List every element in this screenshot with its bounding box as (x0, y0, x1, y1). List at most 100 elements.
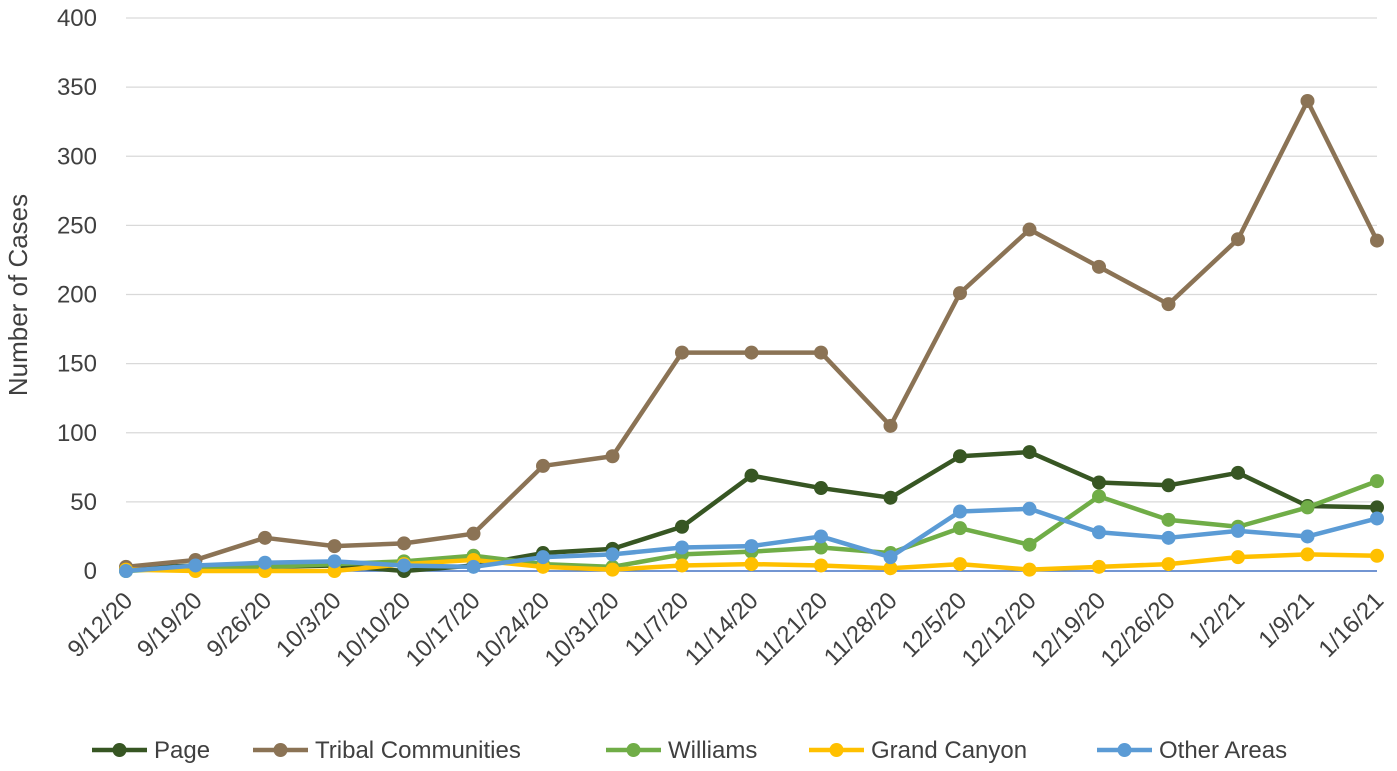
data-point (744, 345, 759, 360)
legend-label: Williams (668, 737, 757, 764)
data-point (953, 557, 967, 572)
x-tick-label: 9/26/20 (202, 587, 278, 663)
data-point (1022, 445, 1037, 460)
data-point (883, 561, 898, 576)
data-point (1092, 259, 1106, 274)
legend-label: Grand Canyon (871, 737, 1027, 764)
data-point (1161, 557, 1176, 572)
data-point (675, 558, 689, 573)
data-point (119, 564, 133, 578)
data-point (675, 540, 689, 555)
data-point (327, 564, 342, 578)
x-tick-label: 1/16/21 (1314, 587, 1390, 663)
y-tick-label: 150 (57, 351, 97, 378)
data-point (814, 345, 828, 360)
legend-swatch-marker (626, 743, 641, 757)
data-point (1092, 525, 1106, 540)
data-point (953, 449, 967, 464)
data-point (605, 547, 620, 562)
data-point (1300, 93, 1315, 108)
legend-item: Grand Canyon (809, 737, 1027, 764)
data-point (258, 530, 272, 545)
data-point (1161, 512, 1176, 527)
data-point (605, 449, 620, 464)
y-axis: 0 50 100 150 200 250 300 350 400 (57, 5, 97, 585)
data-point (744, 557, 759, 572)
data-point (1300, 547, 1315, 562)
data-point (1370, 511, 1384, 526)
series-tribal-communities (119, 93, 1384, 574)
data-point (1231, 523, 1245, 538)
data-point (1231, 232, 1245, 247)
y-tick-label: 300 (57, 143, 97, 170)
data-point (1092, 559, 1106, 574)
data-point (744, 539, 759, 554)
gridlines (126, 17, 1377, 572)
data-point (814, 540, 828, 555)
data-point (327, 554, 342, 569)
data-point (1370, 548, 1384, 563)
x-tick-label: 11/28/20 (819, 587, 903, 671)
y-tick-label: 250 (57, 212, 97, 239)
series-lines (119, 93, 1384, 578)
x-tick-label: 12/26/20 (1096, 587, 1181, 672)
x-tick-label: 10/10/20 (331, 587, 416, 672)
x-tick-label: 9/19/20 (132, 587, 208, 663)
data-point (466, 526, 481, 541)
legend-swatch-marker (273, 743, 288, 757)
data-point (953, 521, 967, 536)
data-point (1161, 478, 1176, 493)
data-point (258, 555, 272, 570)
data-point (1161, 297, 1176, 312)
y-tick-label: 100 (57, 420, 97, 447)
data-point (675, 345, 689, 360)
data-point (1022, 562, 1037, 577)
data-point (1022, 537, 1037, 552)
data-point (188, 558, 203, 573)
data-point (1092, 489, 1106, 504)
legend-label: Page (154, 737, 210, 764)
data-point (1300, 529, 1315, 544)
legend-swatch-marker (1117, 743, 1132, 757)
data-point (1161, 530, 1176, 545)
x-tick-label: 10/31/20 (540, 587, 625, 672)
data-point (1231, 465, 1245, 480)
data-point (397, 558, 411, 573)
x-tick-label: 9/12/20 (63, 587, 139, 663)
x-tick-label: 11/14/20 (680, 587, 764, 671)
legend-item: Page (92, 737, 210, 764)
x-tick-label: 1/2/21 (1184, 587, 1250, 653)
y-axis-title: Number of Cases (3, 194, 33, 396)
legend-label: Other Areas (1159, 737, 1287, 764)
data-point (536, 458, 550, 473)
data-point (327, 539, 342, 554)
legend: Page Tribal Communities Williams Grand Cany… (92, 737, 1287, 764)
data-point (814, 481, 828, 496)
data-point (814, 529, 828, 544)
y-tick-label: 200 (57, 282, 97, 309)
data-point (605, 562, 620, 577)
data-point (1370, 500, 1384, 515)
legend-swatch-marker (112, 743, 127, 757)
data-point (536, 550, 550, 565)
x-tick-label: 12/12/20 (957, 587, 1042, 672)
x-tick-label: 10/24/20 (470, 587, 555, 672)
legend-label: Tribal Communities (315, 737, 521, 764)
legend-item: Tribal Communities (253, 737, 521, 764)
data-point (883, 418, 898, 433)
data-point (1300, 500, 1315, 515)
x-tick-label: 10/17/20 (401, 587, 486, 672)
x-axis: 9/12/209/19/209/26/2010/3/2010/10/2010/1… (63, 587, 1390, 672)
data-point (883, 490, 898, 505)
data-point (397, 536, 411, 551)
data-point (1022, 222, 1037, 237)
legend-item: Other Areas (1097, 737, 1287, 764)
data-point (466, 559, 481, 574)
y-tick-label: 350 (57, 74, 97, 101)
x-tick-label: 11/21/20 (749, 587, 833, 671)
series-other-areas (119, 501, 1384, 578)
data-point (536, 559, 550, 574)
x-tick-label: 1/9/21 (1253, 587, 1319, 653)
